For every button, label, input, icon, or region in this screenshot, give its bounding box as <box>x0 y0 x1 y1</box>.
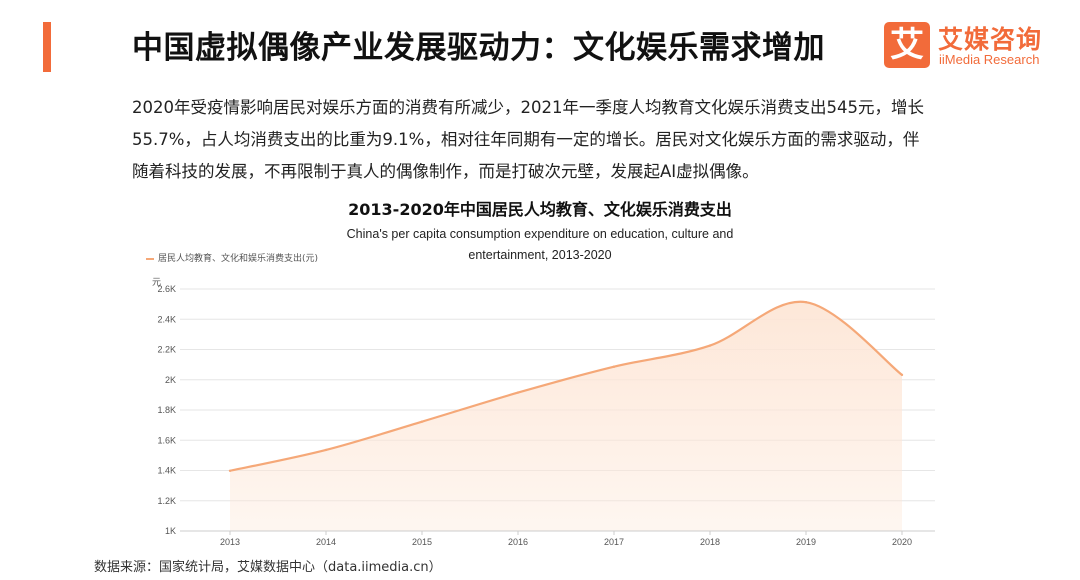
legend-label: 居民人均教育、文化和娱乐消费支出(元) <box>158 254 319 264</box>
logo-name-cn: 艾媒咨询 <box>938 25 1043 54</box>
x-tick-label: 2015 <box>412 537 432 547</box>
x-tick-label: 2020 <box>892 537 912 547</box>
data-point-2015 <box>420 420 424 423</box>
data-source: 数据来源：国家统计局，艾媒数据中心（data.iimedia.cn） <box>94 560 442 575</box>
data-point-2014 <box>324 448 328 452</box>
y-tick-label: 2K <box>165 375 176 385</box>
y-tick-label: 2.4K <box>157 314 176 324</box>
area-fill <box>230 301 902 531</box>
logo-mark: 艾 <box>884 22 930 68</box>
y-tick-label: 2.6K <box>157 284 176 294</box>
y-axis-unit: 元 <box>152 278 162 288</box>
logo-name-en: iiMedia Research <box>939 52 1040 67</box>
x-tick-label: 2016 <box>508 537 528 547</box>
x-tick-label: 2017 <box>604 537 624 547</box>
legend-swatch <box>146 257 154 260</box>
x-tick-label: 2013 <box>220 537 240 547</box>
y-tick-label: 1.6K <box>157 435 176 445</box>
data-point-2013 <box>228 469 232 473</box>
chart-legend: 居民人均教育、文化和娱乐消费支出(元) <box>146 251 318 264</box>
y-tick-label: 1.2K <box>157 496 176 506</box>
title-accent-bar <box>43 22 51 72</box>
intro-paragraph: 2020年受疫情影响居民对娱乐方面的消费有所减少，2021年一季度人均教育文化娱… <box>132 98 924 181</box>
data-point-2020 <box>900 373 904 377</box>
x-tick-label: 2018 <box>700 537 720 547</box>
chart-subtitle: China's per capita consumption expenditu… <box>346 227 734 262</box>
y-tick-label: 2.2K <box>157 345 176 355</box>
x-tick-label: 2014 <box>316 537 336 547</box>
data-point-2019 <box>804 300 808 304</box>
chart-title: 2013-2020年中国居民人均教育、文化娱乐消费支出 <box>348 200 732 219</box>
data-point-2018 <box>708 344 712 347</box>
page-title: 中国虚拟偶像产业发展驱动力：文化娱乐需求增加 <box>132 30 825 66</box>
y-tick-label: 1.4K <box>157 466 176 476</box>
x-tick-label: 2019 <box>796 537 816 547</box>
data-point-2017 <box>612 365 616 368</box>
iimedia-logo: 艾 艾媒咨询 iiMedia Research <box>884 20 1064 70</box>
y-tick-label: 1.8K <box>157 405 176 415</box>
y-tick-label: 1K <box>165 526 176 536</box>
data-point-2016 <box>516 391 520 394</box>
